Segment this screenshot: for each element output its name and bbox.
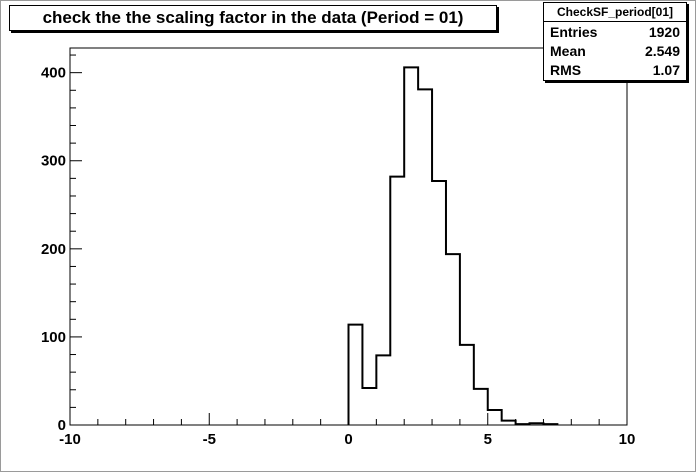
stats-label: RMS xyxy=(550,61,582,78)
axis-layer: 0 100 200 300 400 -10 -5 0 5 10 xyxy=(41,48,635,448)
histogram-bin xyxy=(390,176,405,425)
stats-label: Entries xyxy=(550,23,598,40)
y-tick-label: 100 xyxy=(41,329,66,346)
stats-value: 1.07 xyxy=(652,61,680,78)
x-tick-label: -5 xyxy=(203,431,216,448)
histogram-bin xyxy=(501,420,516,425)
stats-histogram-name: CheckSF_period[01] xyxy=(544,3,686,22)
histogram-bin xyxy=(418,89,433,425)
x-tick-label: -10 xyxy=(59,431,81,448)
histogram-outline xyxy=(347,66,559,426)
histogram-bin xyxy=(459,344,474,425)
histogram-bin xyxy=(348,324,363,425)
plot-title-box: check the the scaling factor in the data… xyxy=(9,5,497,31)
histogram-bin xyxy=(487,410,502,425)
stats-row-entries: Entries 1920 xyxy=(544,22,686,41)
stats-value: 2.549 xyxy=(644,42,680,59)
stats-label: Mean xyxy=(550,42,586,59)
y-tick-label: 400 xyxy=(41,65,66,82)
plot-title: check the the scaling factor in the data… xyxy=(42,8,464,27)
x-tick-label: 5 xyxy=(484,431,492,448)
stats-row-mean: Mean 2.549 xyxy=(544,41,686,60)
y-tick-label: 200 xyxy=(41,241,66,258)
histogram-bin xyxy=(473,388,488,425)
histogram-bin xyxy=(404,67,419,425)
y-tick-label: 0 xyxy=(58,417,66,434)
x-tick-label: 10 xyxy=(619,431,636,448)
stats-value: 1920 xyxy=(648,23,680,40)
histogram-bin xyxy=(376,355,391,425)
histogram-bin xyxy=(432,181,446,425)
histogram-layer xyxy=(347,66,559,426)
stats-box: CheckSF_period[01] Entries 1920 Mean 2.5… xyxy=(543,2,687,81)
stats-row-rms: RMS 1.07 xyxy=(544,60,686,79)
histogram-bin xyxy=(445,254,460,425)
histogram-bin xyxy=(362,388,377,425)
x-tick-label: 0 xyxy=(344,431,352,448)
y-tick-label: 300 xyxy=(41,153,66,170)
